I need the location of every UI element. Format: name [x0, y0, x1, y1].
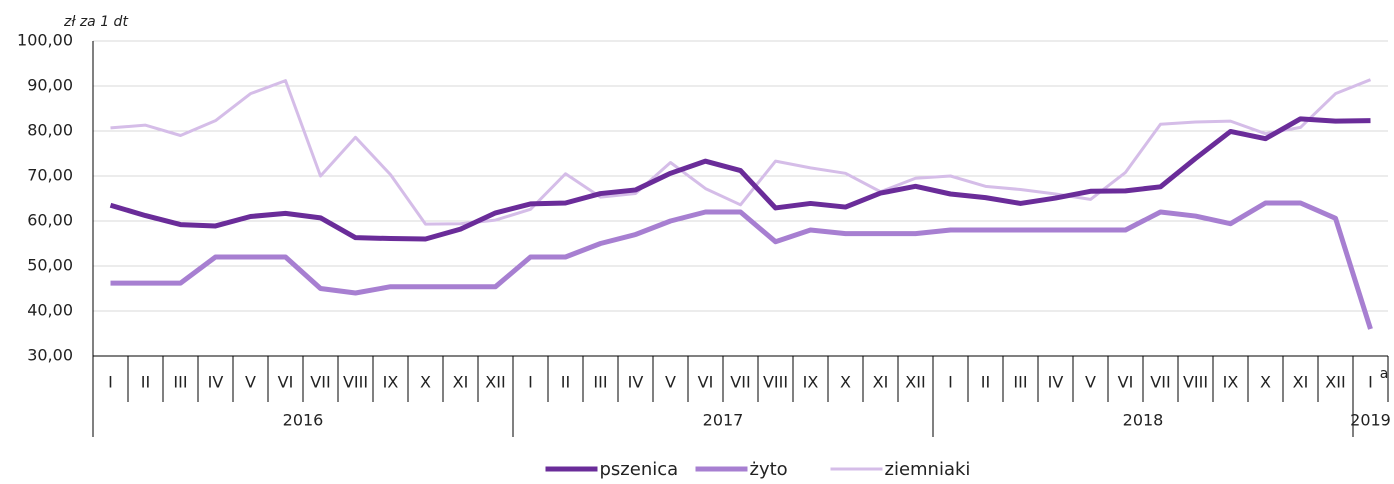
x-tick-label: IV [1048, 373, 1064, 392]
x-tick-label: X [420, 373, 431, 392]
x-tick-label: II [981, 373, 990, 392]
x-tick-label: XI [1293, 373, 1309, 392]
x-tick-label: IX [383, 373, 399, 392]
x-tick-label: VIII [763, 373, 788, 392]
x-tick-label: XII [905, 373, 925, 392]
year-label: 2017 [703, 411, 744, 430]
y-tick-label: 50,00 [27, 256, 73, 275]
x-tick-label: III [593, 373, 607, 392]
x-tick-label: IX [803, 373, 819, 392]
x-tick-label: XI [453, 373, 469, 392]
legend-label: pszenica [600, 459, 679, 480]
y-tick-label: 40,00 [27, 301, 73, 320]
y-tick-label: 30,00 [27, 346, 73, 365]
x-tick-label: VI [1118, 373, 1134, 392]
x-tick-label: IV [208, 373, 224, 392]
y-tick-label: 60,00 [27, 211, 73, 230]
x-tick-label: III [173, 373, 187, 392]
y-tick-label: 80,00 [27, 121, 73, 140]
series-line [109, 116, 1371, 242]
x-tick-label: VIII [1183, 373, 1208, 392]
x-tick-label: VI [278, 373, 294, 392]
year-label: 2018 [1123, 411, 1164, 430]
legend-label: ziemniaki [885, 459, 971, 480]
x-tick-label: XI [873, 373, 889, 392]
x-tick-label: I [1368, 373, 1373, 392]
x-tick-label: X [1260, 373, 1271, 392]
year-label: 2019 [1350, 411, 1391, 430]
year-label: 2016 [283, 411, 324, 430]
series-line [110, 200, 1373, 330]
x-tick-label: I [948, 373, 953, 392]
y-tick-label: 70,00 [27, 166, 73, 185]
x-tick-label: VIII [343, 373, 368, 392]
legend-label: żyto [750, 459, 788, 480]
x-tick-label: V [1085, 373, 1096, 392]
x-tick-label: VII [310, 373, 330, 392]
x-tick-label: IX [1223, 373, 1239, 392]
y-tick-label: 90,00 [27, 76, 73, 95]
x-tick-label: I [108, 373, 113, 392]
x-tick-label: VII [1150, 373, 1170, 392]
x-tick-label: III [1013, 373, 1027, 392]
x-tick-label: X [840, 373, 851, 392]
x-tick-label: I [528, 373, 533, 392]
x-tick-label: IV [628, 373, 644, 392]
x-tick-label: VII [730, 373, 750, 392]
x-tick-label: XII [485, 373, 505, 392]
x-tick-label: V [245, 373, 256, 392]
annotation: a [1380, 366, 1389, 382]
x-tick-label: XII [1325, 373, 1345, 392]
y-axis-label: zł za 1 dt [63, 14, 128, 30]
x-tick-label: V [665, 373, 676, 392]
x-tick-label: II [141, 373, 150, 392]
y-tick-label: 100,00 [17, 31, 73, 50]
x-tick-label: II [561, 373, 570, 392]
series-line [110, 78, 1372, 226]
x-tick-label: VI [698, 373, 714, 392]
